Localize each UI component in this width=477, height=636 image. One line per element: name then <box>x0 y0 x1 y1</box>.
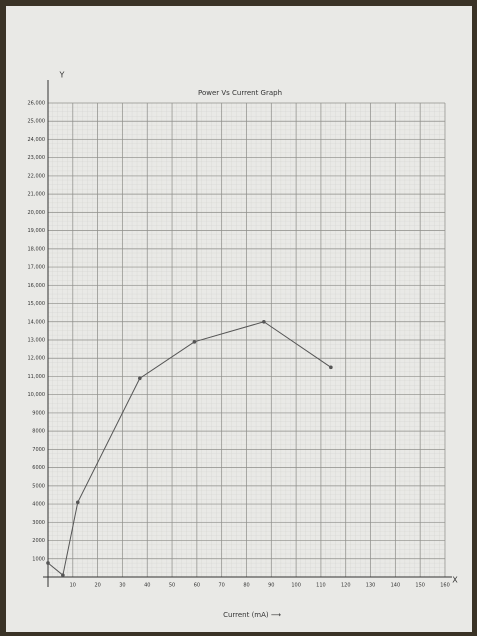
y-tick-label: 6000 <box>32 465 45 471</box>
y-tick-label: 20,000 <box>28 210 46 216</box>
y-tick-label: 12,000 <box>28 356 46 362</box>
x-tick-label: 70 <box>219 583 225 589</box>
y-tick-label: 26,000 <box>28 101 46 107</box>
x-tick-label: 140 <box>391 583 401 589</box>
x-tick-label: 130 <box>366 583 376 589</box>
y-tick-label: 18,000 <box>28 246 46 252</box>
x-tick-label: 110 <box>316 583 326 589</box>
y-tick-label: 25,000 <box>28 119 46 125</box>
point <box>75 500 80 505</box>
y-tick-label: 9000 <box>32 410 45 416</box>
y-tick-label: 24,000 <box>28 137 46 143</box>
y-tick-label: 10,000 <box>28 392 46 398</box>
y-tick-label: 21,000 <box>28 192 46 198</box>
point <box>46 561 50 565</box>
x-tick-label: 160 <box>440 583 450 589</box>
y-tick-label: 8000 <box>32 429 45 435</box>
point <box>138 376 142 381</box>
x-tick-label: 20 <box>94 583 100 589</box>
y-tick-label: 13,000 <box>28 338 46 344</box>
y-tick-label: 19,000 <box>28 228 46 234</box>
y-axis-letter: Y <box>59 71 65 80</box>
x-tick-label: 90 <box>268 583 274 589</box>
x-tick-label: 150 <box>415 583 425 589</box>
x-tick-label: 80 <box>243 583 249 589</box>
y-tick-label: 5000 <box>32 483 45 489</box>
point <box>61 573 65 577</box>
y-tick-label: 4000 <box>32 502 45 508</box>
y-tick-label: 11,000 <box>28 374 46 380</box>
point <box>192 340 197 344</box>
x-tick-label: 40 <box>144 583 150 589</box>
y-tick-label: 3000 <box>32 520 45 526</box>
y-tick-label: 22,000 <box>28 173 46 179</box>
x-axis-label: Current (mA) ⟶ <box>223 611 281 619</box>
point <box>262 319 266 324</box>
x-tick-label: 60 <box>194 583 200 589</box>
x-tick-label: 30 <box>119 583 125 589</box>
y-tick-label: 15,000 <box>28 301 46 307</box>
x-tick-label: 100 <box>291 583 301 589</box>
x-tick-label: 50 <box>169 583 175 589</box>
y-tick-label: 16,000 <box>28 283 46 289</box>
y-tick-label: 2000 <box>32 538 45 544</box>
x-tick-label: 10 <box>70 583 76 589</box>
y-tick-label: 14,000 <box>28 319 46 325</box>
y-tick-label: 7000 <box>32 447 45 453</box>
point <box>329 365 333 370</box>
y-tick-label: 1000 <box>32 556 45 562</box>
chart-title: Power Vs Current Graph <box>198 89 282 97</box>
x-tick-label: 120 <box>341 583 351 589</box>
y-tick-label: 17,000 <box>28 265 46 271</box>
y-tick-label: 23,000 <box>28 155 46 161</box>
x-axis-letter: X <box>452 576 458 585</box>
